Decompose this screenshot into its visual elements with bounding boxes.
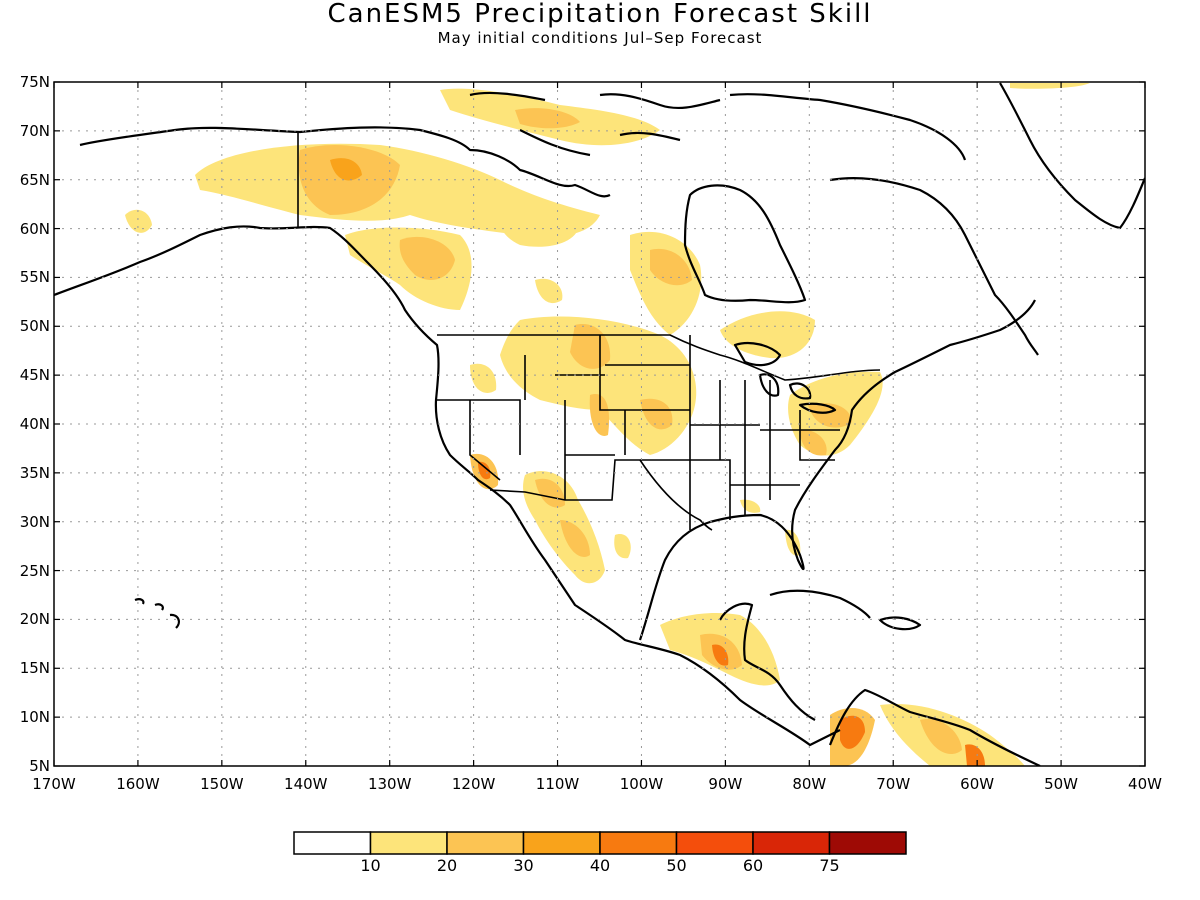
map-title: CanESM5 Precipitation Forecast Skill xyxy=(327,0,873,29)
shade-iowa xyxy=(640,398,673,430)
shade-venezuela-inner xyxy=(920,719,962,755)
shade-yukon-core xyxy=(330,158,362,181)
border-us-canada xyxy=(437,334,881,381)
colorbar-label: 40 xyxy=(589,856,611,875)
colorbar-label: 50 xyxy=(666,856,687,875)
axis-ticks xyxy=(53,81,1146,767)
lat-label: 50N xyxy=(19,317,50,336)
lat-label: 30N xyxy=(19,512,50,531)
graticule xyxy=(54,82,1145,766)
shade-virginia xyxy=(800,429,827,456)
shade-mexico-west xyxy=(560,520,590,557)
shade-hudson-west-inner xyxy=(650,248,692,286)
lat-label: 45N xyxy=(19,366,50,385)
coast-great-lakes xyxy=(733,341,837,414)
shade-alberta xyxy=(535,278,563,304)
shade-arizona-inner xyxy=(535,478,565,508)
lat-label: 10N xyxy=(19,708,50,727)
lon-label: 60W xyxy=(960,775,995,793)
coast-yucatan xyxy=(719,602,816,721)
colorbar-label: 30 xyxy=(513,856,534,875)
shade-plains xyxy=(500,316,697,455)
shade-socal-core xyxy=(478,461,491,480)
shade-pennsylvania xyxy=(808,403,852,428)
lat-label: 15N xyxy=(19,659,50,678)
lon-label: 120W xyxy=(451,775,496,793)
coast-labrador xyxy=(829,176,1039,356)
lat-label: 35N xyxy=(19,463,50,482)
shade-georgia xyxy=(740,499,761,513)
border-us-mexico xyxy=(489,459,713,531)
lat-label: 40N xyxy=(19,415,50,433)
colorbar-label: 10 xyxy=(360,856,381,875)
lon-label: 70W xyxy=(876,775,911,793)
coast-pacific xyxy=(54,126,841,747)
shade-guatemala-core xyxy=(712,644,729,666)
shade-nebraska xyxy=(589,394,610,436)
shade-alaska-yukon xyxy=(195,143,600,237)
coast-south-america xyxy=(828,688,1041,766)
shade-nwt xyxy=(499,209,580,247)
coast-hispaniola xyxy=(878,616,922,631)
coast-hawaii xyxy=(134,598,180,629)
colorbar-label: 60 xyxy=(742,856,764,875)
shade-washington xyxy=(470,363,497,393)
lon-label: 50W xyxy=(1044,775,1079,793)
colorbar-label: 75 xyxy=(819,856,840,875)
lon-label: 80W xyxy=(792,775,827,793)
shade-mexico-east xyxy=(614,534,631,559)
coast-hudson xyxy=(683,184,807,304)
borders xyxy=(297,133,881,531)
shade-ontario xyxy=(720,311,815,359)
lon-label: 40W xyxy=(1128,775,1162,793)
shade-hudson-west xyxy=(630,231,702,335)
coast-arctic-isl xyxy=(469,91,967,161)
shade-colombia-core xyxy=(840,715,865,749)
lat-label: 20N xyxy=(19,610,50,629)
coast-gulf xyxy=(638,299,1036,641)
shade-alaska-south xyxy=(125,209,152,233)
lat-label: 65N xyxy=(19,170,50,189)
lon-label: 150W xyxy=(200,775,244,793)
lat-label: 5N xyxy=(29,757,50,775)
lon-label: 170W xyxy=(32,775,76,793)
lon-label: 140W xyxy=(284,775,328,793)
shade-arctic-3 xyxy=(1010,83,1090,89)
lon-label: 130W xyxy=(367,775,412,793)
lon-label: 90W xyxy=(708,775,743,793)
lat-label: 25N xyxy=(19,561,50,580)
coast-greenland xyxy=(999,82,1145,230)
lon-label: 110W xyxy=(535,775,580,793)
shade-guyana xyxy=(965,744,985,766)
coastlines xyxy=(54,82,1145,766)
border-states xyxy=(437,335,840,530)
skill-shading xyxy=(125,83,1090,766)
lat-label: 60N xyxy=(19,219,50,238)
map-subtitle: May initial conditions Jul–Sep Forecast xyxy=(437,29,763,47)
lat-label: 70N xyxy=(19,121,50,140)
shade-arctic-2 xyxy=(515,108,580,129)
lat-label: 55N xyxy=(19,268,50,287)
shade-bc-inner xyxy=(399,236,455,280)
lon-label: 100W xyxy=(619,775,664,793)
lat-label: 75N xyxy=(19,73,50,91)
colorbar-label: 20 xyxy=(436,856,458,875)
coast-cuba xyxy=(769,589,871,619)
lon-label: 160W xyxy=(116,775,160,793)
